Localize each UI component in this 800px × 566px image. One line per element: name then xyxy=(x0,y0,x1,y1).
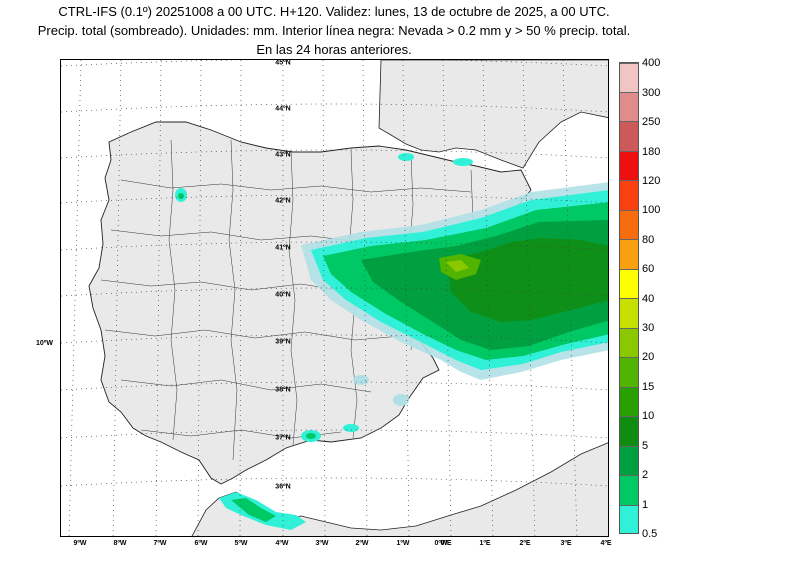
legend-label-100: 100 xyxy=(642,204,661,216)
legend-label-250: 250 xyxy=(642,116,661,128)
lon-label-3w: 3ºW xyxy=(315,540,329,547)
lat-label-42: 42ºN xyxy=(275,197,291,205)
legend-swatch-180 xyxy=(620,151,638,180)
lon-label-0e: 0ºE xyxy=(440,540,452,547)
legend-label-30: 30 xyxy=(642,322,655,334)
lon-label-3e: 3ºE xyxy=(560,540,572,547)
legend-label-180: 180 xyxy=(642,146,661,158)
legend-swatch-250 xyxy=(620,121,638,151)
legend-swatch-1 xyxy=(620,505,638,533)
lat-label-40: 40ºN xyxy=(275,291,291,299)
iberia-landmass xyxy=(88,121,532,485)
legend-swatch-40 xyxy=(620,298,638,328)
lon-label-2w: 2ºW xyxy=(355,540,369,547)
lon-label-8w: 8ºW xyxy=(113,540,127,547)
lon-label-4w: 4ºW xyxy=(275,540,289,547)
legend-label-80: 80 xyxy=(642,234,655,246)
legend-swatch-15 xyxy=(620,387,638,416)
lat-label-37: 37ºN xyxy=(275,434,291,442)
title-line-3: En las 24 horas anteriores. xyxy=(256,42,412,57)
lat-label-36: 36ºN xyxy=(275,483,291,491)
lon-label-1w: 1ºW xyxy=(396,540,410,547)
color-legend xyxy=(619,62,639,534)
legend-swatch-100 xyxy=(620,210,638,239)
lon-label-9w: 9ºW xyxy=(73,540,87,547)
legend-swatch-60 xyxy=(620,269,638,298)
legend-label-10: 10 xyxy=(642,410,655,422)
legend-swatch-2 xyxy=(620,475,638,505)
lon-label-0w: 0ºW xyxy=(434,540,448,547)
legend-swatch-80 xyxy=(620,239,638,269)
lon-label-5w: 5ºW xyxy=(234,540,248,547)
map-canvas xyxy=(61,60,608,536)
lon-label-1e: 1ºE xyxy=(479,540,491,547)
lon-label-6w: 6ºW xyxy=(194,540,208,547)
lat-label-45: 45ºN xyxy=(275,59,291,67)
lat-label-38: 38ºN xyxy=(275,386,291,394)
map-title: CTRL-IFS (0.1º) 20251008 a 00 UTC. H+120… xyxy=(0,2,668,59)
legend-label-60: 60 xyxy=(642,263,655,275)
lat-label-43: 43ºN xyxy=(275,151,291,159)
legend-label-40: 40 xyxy=(642,293,655,305)
legend-swatch-5 xyxy=(620,446,638,475)
legend-label-120: 120 xyxy=(642,175,661,187)
legend-swatch-30 xyxy=(620,328,638,357)
lat-label-44: 44ºN xyxy=(275,105,291,113)
lon-label-4e: 4ºE xyxy=(600,540,612,547)
legend-label-400: 400 xyxy=(642,57,661,69)
legend-label-0-5: 0.5 xyxy=(642,528,658,540)
legend-swatch-120 xyxy=(620,180,638,210)
side-lon-label: 10ºW xyxy=(36,340,53,347)
legend-label-20: 20 xyxy=(642,351,655,363)
lat-label-39: 39ºN xyxy=(275,338,291,346)
legend-swatch-400 xyxy=(620,63,638,92)
legend-swatch-20 xyxy=(620,357,638,387)
title-line-1: CTRL-IFS (0.1º) 20251008 a 00 UTC. H+120… xyxy=(58,4,610,19)
legend-swatch-10 xyxy=(620,416,638,446)
map-panel: 45ºN 44ºN 43ºN 42ºN 41ºN 40ºN 39ºN 38ºN … xyxy=(60,59,609,537)
legend-label-5: 5 xyxy=(642,440,649,452)
lon-label-7w: 7ºW xyxy=(153,540,167,547)
legend-swatch-300 xyxy=(620,92,638,121)
lat-label-41: 41ºN xyxy=(275,244,291,252)
title-line-2: Precip. total (sombreado). Unidades: mm.… xyxy=(37,23,631,38)
precipitation-shading xyxy=(175,153,608,530)
legend-label-300: 300 xyxy=(642,87,661,99)
legend-label-15: 15 xyxy=(642,381,655,393)
legend-label-2: 2 xyxy=(642,469,649,481)
lon-label-2e: 2ºE xyxy=(519,540,531,547)
legend-label-1: 1 xyxy=(642,499,649,511)
france-landmass xyxy=(378,60,608,169)
